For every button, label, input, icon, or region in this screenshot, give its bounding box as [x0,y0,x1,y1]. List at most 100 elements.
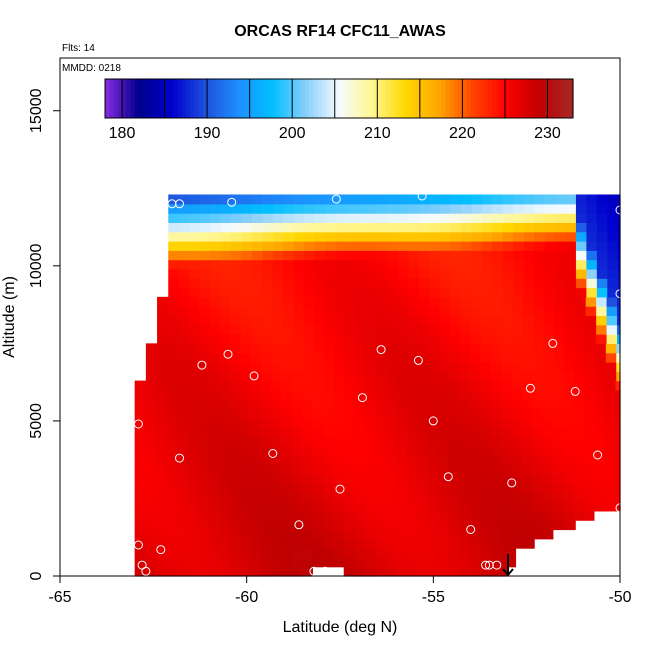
field-cell [584,371,596,382]
field-cell [301,380,313,391]
field-cell [417,361,429,372]
field-cell [335,250,347,261]
field-cell [210,287,222,298]
field-cell [563,510,575,521]
field-cell [304,287,316,298]
field-cell [167,324,179,335]
field-cell [450,259,462,270]
field-cell [387,213,399,223]
field-cell [521,445,533,456]
field-cell [260,417,272,428]
field-cell [385,473,397,484]
field-cell [398,231,410,242]
field-cell [239,352,251,363]
field-cell [437,566,449,577]
field-cell [220,259,232,270]
colorbar-segment [181,79,187,118]
field-cell [304,231,316,242]
field-cell [565,222,577,233]
field-cell [502,231,514,242]
field-cell [460,278,473,289]
field-cell [176,427,188,438]
field-cell [134,389,146,400]
marker-arrow [502,554,514,577]
field-cell [534,278,546,289]
field-cell [210,213,222,223]
field-cell [241,231,253,242]
field-cell [241,278,253,289]
field-cell [166,482,178,493]
field-cell [416,566,428,577]
field-cell [155,417,167,428]
field-cell [396,473,408,484]
field-cell [532,343,544,354]
field-cell [272,268,284,279]
field-cell [207,557,219,568]
field-cell [586,194,598,205]
field-cell [615,501,621,512]
field-cell [449,361,461,372]
field-cell [440,268,452,279]
field-cell [239,343,251,354]
field-cell [385,455,397,465]
colorbar-segment [143,79,149,118]
field-cell [270,436,282,447]
field-cell [397,324,409,335]
field-cell [552,436,564,447]
field-cell [459,371,471,382]
field-cell [522,296,534,307]
field-cell [428,306,440,317]
field-cell [281,343,293,354]
field-cell [251,306,263,317]
field-cell [416,389,428,400]
field-cell [301,529,313,540]
field-cell [427,510,439,521]
field-cell [186,510,198,521]
field-cell [417,343,429,354]
field-cell [230,250,243,261]
field-cell [197,529,209,540]
field-cell [241,241,253,251]
field-cell [304,268,316,279]
field-cell [272,324,284,335]
field-cell [552,464,564,475]
field-cell [375,473,387,484]
field-cell [262,287,274,298]
field-cell [343,538,355,549]
field-cell [417,352,429,363]
field-cell [481,268,493,279]
field-cell [450,231,462,242]
field-cell [314,213,326,223]
field-cell [396,399,408,410]
field-cell [198,306,210,317]
field-cell [585,324,597,335]
field-cell [521,417,533,428]
field-cell [155,408,167,419]
field-cell [481,213,493,223]
field-cell [166,501,178,512]
colorbar-segment [530,79,536,118]
field-cell [157,315,169,326]
field-cell [605,445,617,456]
field-cell [523,222,535,233]
field-cell [303,315,315,326]
field-cell [584,436,596,447]
field-cell [293,287,305,298]
field-cell [481,203,493,214]
field-cell [249,436,261,447]
field-cell [249,408,261,419]
field-cell [470,334,482,344]
field-cell [197,482,209,493]
field-cell [356,231,368,242]
field-cell [260,464,272,475]
field-cell [155,389,167,400]
field-cell [197,510,209,521]
field-cell [574,361,586,372]
field-cell [534,241,546,251]
field-cell [301,389,313,400]
field-cell [366,268,378,279]
field-cell [564,315,576,326]
colorbar-segment [551,79,557,118]
field-cell [333,492,345,503]
colorbar-segment [394,79,400,118]
